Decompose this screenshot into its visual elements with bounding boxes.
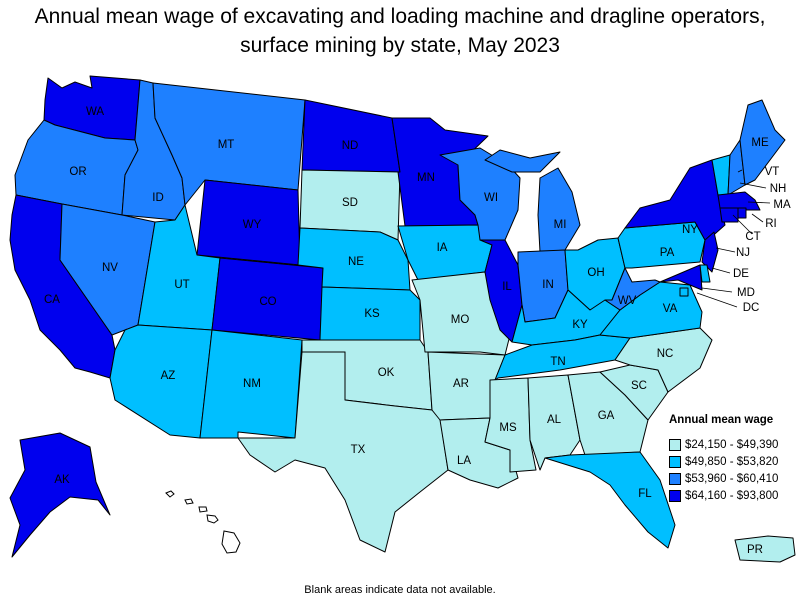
state-label-wi: WI	[484, 192, 498, 204]
legend-item: $49,850 - $53,820	[669, 453, 799, 470]
state-nd	[301, 99, 401, 173]
footnote: Blank areas indicate data not available.	[304, 584, 496, 596]
legend-label: $49,850 - $53,820	[685, 455, 779, 468]
legend-title: Annual mean wage	[669, 414, 774, 426]
state-label-mi: MI	[554, 219, 567, 231]
state-label-vt: VT	[765, 166, 780, 178]
state-label-me: ME	[751, 137, 769, 149]
hawaii-islands	[165, 490, 241, 554]
state-label-oh: OH	[587, 267, 604, 279]
state-nj	[701, 231, 719, 273]
state-label-ak: AK	[54, 474, 70, 486]
state-label-co: CO	[259, 296, 276, 308]
legend-label: $64,160 - $93,800	[685, 489, 779, 502]
state-label-mt: MT	[218, 139, 235, 151]
map-title: Annual mean wage of excavating and loadi…	[34, 5, 766, 57]
state-label-ga: GA	[598, 410, 615, 422]
state-label-al: AL	[547, 414, 562, 426]
state-md	[659, 264, 703, 291]
state-label-la: LA	[457, 455, 471, 467]
legend-label: $53,960 - $60,410	[685, 472, 779, 485]
state-label-mo: MO	[451, 314, 470, 326]
state-label-wv: WV	[618, 295, 637, 307]
state-label-ma: MA	[773, 199, 791, 211]
state-label-il: IL	[502, 281, 512, 293]
state-pr	[734, 535, 796, 563]
state-label-md: MD	[737, 287, 755, 299]
legend-swatch	[669, 455, 681, 468]
state-ri	[737, 207, 747, 219]
state-fl	[544, 451, 676, 549]
state-label-ut: UT	[174, 279, 189, 291]
state-label-nd: ND	[342, 140, 359, 152]
state-tx	[237, 351, 449, 553]
state-label-in: IN	[542, 279, 554, 291]
state-label-mn: MN	[417, 172, 435, 184]
state-ak	[9, 432, 111, 558]
state-label-de: DE	[733, 268, 749, 280]
state-dc	[679, 287, 689, 297]
legend-swatch	[669, 472, 681, 485]
map-legend: Annual mean wage $24,150 - $49,390 $49,8…	[669, 414, 799, 504]
state-label-va: VA	[663, 303, 678, 315]
state-ct	[719, 207, 739, 223]
state-label-ks: KS	[364, 308, 380, 320]
state-label-sd: SD	[342, 197, 358, 209]
state-label-ny: NY	[682, 224, 698, 236]
state-wv	[604, 267, 661, 311]
state-il	[479, 239, 523, 343]
state-label-pa: PA	[660, 247, 675, 259]
state-mi	[484, 149, 581, 253]
state-label-ca: CA	[44, 294, 60, 306]
state-label-wa: WA	[86, 106, 104, 118]
state-label-sc: SC	[631, 380, 647, 392]
state-ks	[319, 286, 421, 341]
state-ma	[717, 191, 761, 211]
legend-item: $24,150 - $49,390	[669, 436, 799, 453]
legend-label: $24,150 - $49,390	[685, 438, 779, 451]
state-label-nh: NH	[770, 183, 787, 195]
legend-item: $64,160 - $93,800	[669, 487, 799, 504]
state-label-tn: TN	[550, 356, 565, 368]
state-label-ri: RI	[765, 218, 777, 230]
legend-swatch	[669, 438, 681, 451]
legend-swatch	[669, 489, 681, 502]
state-label-ms: MS	[499, 422, 517, 434]
state-label-ar: AR	[453, 378, 469, 390]
state-label-ne: NE	[348, 256, 364, 268]
state-label-nc: NC	[657, 348, 674, 360]
state-label-id: ID	[152, 192, 164, 204]
state-label-ia: IA	[437, 242, 448, 254]
state-label-fl: FL	[638, 488, 652, 500]
state-label-wy: WY	[243, 219, 262, 231]
state-label-nm: NM	[243, 378, 261, 390]
state-label-tx: TX	[351, 444, 366, 456]
state-label-ct: CT	[745, 231, 760, 243]
state-label-ky: KY	[572, 319, 588, 331]
state-label-pr: PR	[747, 544, 763, 556]
state-label-az: AZ	[161, 370, 176, 382]
state-label-nv: NV	[102, 262, 118, 274]
legend-item: $53,960 - $60,410	[669, 470, 799, 487]
state-label-or: OR	[69, 166, 86, 178]
state-label-ok: OK	[378, 367, 395, 379]
state-label-nj: NJ	[736, 247, 750, 259]
state-label-dc: DC	[743, 302, 760, 314]
